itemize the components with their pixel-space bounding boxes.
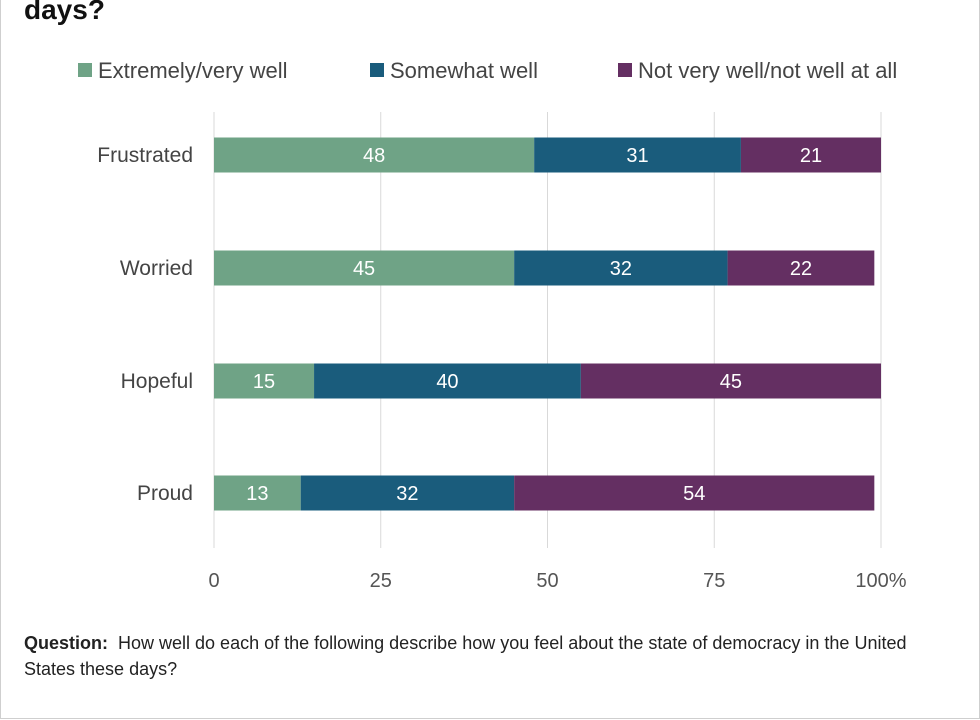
- category-label: Frustrated: [97, 144, 193, 167]
- bar-segment: [580, 363, 881, 399]
- bar-segment: [214, 137, 535, 173]
- x-tick-label: 0: [208, 570, 219, 592]
- bar-segment: [214, 250, 515, 286]
- legend-item-somewhat-well: Somewhat well: [370, 58, 538, 84]
- data-label: 45: [720, 371, 742, 393]
- footnote: Question: How well do each of the follow…: [24, 630, 954, 682]
- data-label: 54: [683, 483, 705, 505]
- legend-label: Extremely/very well: [98, 58, 288, 83]
- bar-segment: [727, 250, 875, 286]
- chart-title: days?: [24, 0, 105, 25]
- data-label: 32: [396, 483, 418, 505]
- footnote-text: How well do each of the following descri…: [24, 633, 907, 679]
- legend-label: Not very well/not well at all: [638, 58, 898, 83]
- bar-segment: [514, 250, 728, 286]
- legend-swatch-icon: [618, 63, 632, 77]
- data-label: 13: [246, 483, 268, 505]
- bar-chart: 0 25 50 75 100% Frustrated 48 31 21 Worried 45 32 22…: [97, 112, 907, 592]
- bar-segment: [214, 475, 301, 511]
- x-tick-label: 100%: [855, 570, 906, 592]
- legend: Extremely/very well Somewhat well Not ve…: [0, 58, 980, 88]
- bar-segment: [300, 475, 515, 511]
- footnote-label: Question:: [24, 633, 108, 653]
- category-label: Hopeful: [121, 370, 193, 393]
- data-label: 48: [363, 145, 385, 167]
- bar-segment: [214, 363, 315, 399]
- legend-swatch-icon: [370, 63, 384, 77]
- bar-segment: [740, 137, 881, 173]
- data-label: 32: [610, 258, 632, 280]
- bar-segment: [514, 475, 875, 511]
- data-label: 15: [253, 371, 275, 393]
- x-tick-label: 75: [703, 570, 725, 592]
- data-label: 31: [626, 145, 648, 167]
- category-label: Worried: [120, 257, 193, 280]
- data-label: 22: [790, 258, 812, 280]
- legend-item-extremely-very-well: Extremely/very well: [78, 58, 287, 84]
- data-label: 45: [353, 258, 375, 280]
- category-label: Proud: [137, 482, 193, 505]
- x-tick-label: 50: [536, 570, 558, 592]
- legend-swatch-icon: [78, 63, 92, 77]
- bar-segment: [314, 363, 581, 399]
- bar-segment: [534, 137, 741, 173]
- x-tick-label: 25: [370, 570, 392, 592]
- data-label: 21: [800, 145, 822, 167]
- legend-item-not-very-well: Not very well/not well at all: [618, 58, 897, 84]
- legend-label: Somewhat well: [390, 58, 538, 83]
- data-label: 40: [436, 371, 458, 393]
